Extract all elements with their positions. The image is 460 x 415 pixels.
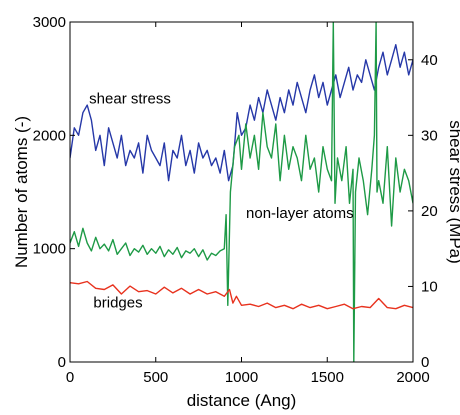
y-left-axis-title: Number of atoms (-)	[12, 116, 31, 268]
annotation-label: shear stress	[89, 91, 171, 108]
x-tick-label: 1000	[225, 369, 258, 386]
y-right-tick-label: 10	[421, 278, 438, 295]
y-right-tick-label: 40	[421, 52, 438, 69]
y-left-tick-label: 0	[58, 354, 66, 371]
y-right-tick-label: 20	[421, 203, 438, 220]
annotation-label: bridges	[93, 295, 142, 312]
y-left-tick-label: 1000	[33, 241, 66, 258]
y-right-axis-title: shear stress (MPa)	[446, 120, 460, 264]
series-line-non-layer-atoms	[70, 22, 413, 362]
series-line-shear-stress	[70, 44, 413, 182]
x-tick-label: 2000	[396, 369, 429, 386]
annotation-label: non-layer atoms	[246, 205, 354, 222]
x-tick-label: 500	[143, 369, 168, 386]
series-line-bridges	[70, 280, 413, 310]
x-tick-label: 0	[66, 369, 74, 386]
y-left-tick-label: 2000	[33, 127, 66, 144]
y-left-tick-label: 3000	[33, 14, 66, 31]
x-tick-label: 1500	[311, 369, 344, 386]
y-right-tick-label: 30	[421, 127, 438, 144]
x-axis-title: distance (Ang)	[187, 391, 297, 410]
y-right-tick-label: 0	[421, 354, 429, 371]
